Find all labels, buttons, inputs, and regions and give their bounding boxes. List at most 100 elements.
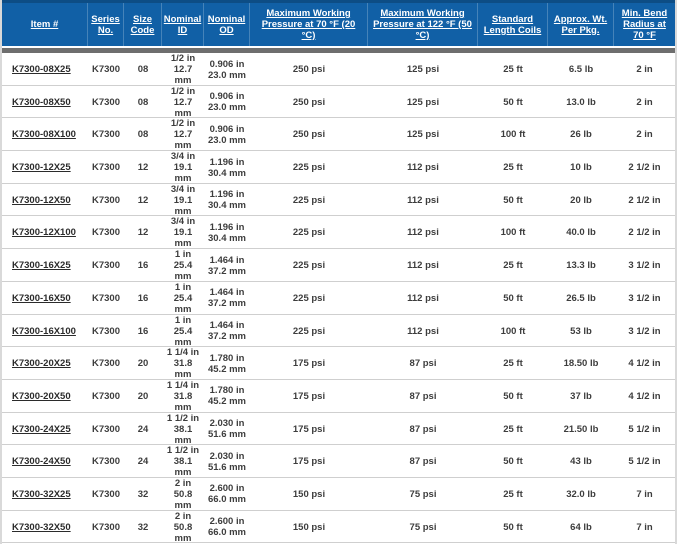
nominal-id-inches: 3/4 in	[170, 183, 196, 195]
nominal-od-mm: 66.0 mm	[207, 527, 247, 539]
nominal-id-inches: 3/4 in	[170, 216, 196, 228]
length-coils-cell: 25 ft	[503, 423, 523, 435]
item-link[interactable]: K7300-16X25	[12, 260, 71, 272]
item-cell: K7300-12X50	[2, 195, 88, 206]
nominal-id-inches: 3/4 in	[170, 151, 196, 163]
length-coils-cell: 50 ft	[503, 194, 523, 206]
table-row: K7300-20X25 K7300 20 1 1/4 in 31.8 mm 1.780 i…	[2, 347, 675, 380]
nominal-id-cell: 1 1/2 in 38.1 mm	[162, 445, 204, 478]
weight-cell: 13.0 lb	[566, 96, 596, 108]
bend-radius-cell: 3 1/2 in	[628, 260, 661, 272]
max-pressure-70f-cell: 225 psi	[292, 292, 326, 304]
item-link[interactable]: K7300-08X100	[12, 129, 76, 141]
item-link[interactable]: K7300-08X50	[12, 96, 71, 108]
nominal-id-cell: 2 in 50.8 mm	[162, 478, 204, 511]
column-header-standard-length-coils[interactable]: Standard Length Coils	[478, 3, 548, 46]
nominal-od-inches: 1.780 in	[209, 352, 245, 364]
nominal-od-inches: 2.600 in	[209, 516, 245, 528]
table-row: K7300-24X25 K7300 24 1 1/2 in 38.1 mm 2.030 i…	[2, 412, 675, 446]
max-pressure-122f-cell: 125 psi	[406, 129, 440, 141]
length-coils-cell: 100 ft	[500, 227, 526, 239]
column-header-item[interactable]: Item #	[2, 3, 88, 46]
size-code-cell: 12	[137, 227, 149, 239]
nominal-id-cell: 1 in 25.4 mm	[162, 315, 204, 348]
nominal-od-inches: 2.030 in	[209, 450, 245, 462]
column-header-max-pressure-70f[interactable]: Maximum Working Pressure at 70 °F (20 °C…	[250, 3, 368, 46]
weight-cell: 10 lb	[570, 162, 592, 174]
nominal-id-inches: 1/2 in	[170, 85, 196, 97]
nominal-od-cell: 1.780 in 45.2 mm	[204, 353, 250, 375]
nominal-id-mm: 25.4 mm	[173, 260, 193, 283]
nominal-id-inches: 1/2 in	[170, 53, 196, 64]
nominal-id-inches: 1 1/2 in	[166, 412, 200, 424]
weight-cell: 18.50 lb	[563, 358, 599, 370]
item-link[interactable]: K7300-32X50	[12, 521, 71, 533]
series-no-cell: K7300	[92, 423, 120, 435]
nominal-id-cell: 1 1/4 in 31.8 mm	[162, 347, 204, 380]
item-link[interactable]: K7300-16X100	[12, 325, 76, 337]
series-no-cell: K7300	[92, 292, 120, 304]
length-coils-cell: 25 ft	[503, 162, 523, 174]
item-link[interactable]: K7300-20X25	[12, 358, 71, 370]
max-pressure-122f-cell: 112 psi	[407, 325, 439, 337]
nominal-od-inches: 1.196 in	[209, 221, 245, 233]
bend-radius-cell: 2 in	[636, 96, 653, 108]
column-header-max-pressure-122f[interactable]: Maximum Working Pressure at 122 °F (50 °…	[368, 3, 478, 46]
nominal-id-mm: 12.7 mm	[173, 96, 193, 119]
item-link[interactable]: K7300-12X25	[12, 162, 71, 174]
max-pressure-70f-cell: 250 psi	[292, 64, 326, 75]
item-cell: K7300-12X100	[2, 227, 88, 238]
item-cell: K7300-16X100	[2, 326, 88, 337]
series-no-cell: K7300	[92, 456, 120, 468]
column-header-nominal-od[interactable]: Nominal OD	[204, 3, 250, 46]
nominal-od-cell: 1.464 in 37.2 mm	[204, 320, 250, 342]
nominal-id-mm: 31.8 mm	[173, 358, 193, 381]
column-header-min-bend-radius[interactable]: Min. Bend Radius at 70 °F	[621, 8, 668, 41]
table-row: K7300-12X50 K7300 12 3/4 in 19.1 mm 1.196 in 3…	[2, 183, 675, 217]
nominal-id-mm: 38.1 mm	[173, 423, 193, 446]
max-pressure-122f-cell: 125 psi	[406, 96, 440, 108]
item-cell: K7300-32X25	[2, 489, 88, 500]
size-code-cell: 16	[137, 260, 149, 272]
length-coils-cell: 25 ft	[503, 260, 523, 272]
nominal-id-inches: 2 in	[174, 510, 192, 522]
max-pressure-70f-cell: 150 psi	[292, 488, 326, 500]
nominal-id-inches: 1/2 in	[170, 118, 196, 130]
nominal-od-cell: 2.600 in 66.0 mm	[204, 483, 250, 505]
nominal-id-mm: 50.8 mm	[173, 521, 193, 544]
item-cell: K7300-16X50	[2, 293, 88, 304]
column-header-nominal-id[interactable]: Nominal ID	[162, 3, 204, 46]
nominal-id-cell: 3/4 in 19.1 mm	[162, 184, 204, 217]
weight-cell: 40.0 lb	[566, 227, 596, 239]
item-cell: K7300-12X25	[2, 162, 88, 173]
nominal-od-cell: 2.030 in 51.6 mm	[204, 451, 250, 473]
item-link[interactable]: K7300-24X50	[12, 456, 71, 468]
item-link[interactable]: K7300-16X50	[12, 292, 71, 304]
max-pressure-70f-cell: 150 psi	[292, 521, 326, 533]
size-code-cell: 08	[137, 129, 149, 141]
series-no-cell: K7300	[92, 390, 120, 402]
nominal-od-cell: 1.780 in 45.2 mm	[204, 385, 250, 407]
header-gap	[2, 46, 675, 48]
item-link[interactable]: K7300-20X50	[12, 390, 71, 402]
item-cell: K7300-08X50	[2, 97, 88, 108]
column-header-approx-weight[interactable]: Approx. Wt. Per Pkg.	[548, 3, 614, 46]
series-no-cell: K7300	[92, 129, 120, 141]
item-link[interactable]: K7300-32X25	[12, 488, 71, 500]
length-coils-cell: 50 ft	[503, 521, 523, 533]
item-link[interactable]: K7300-24X25	[12, 423, 71, 435]
item-link[interactable]: K7300-08X25	[12, 64, 71, 75]
item-link[interactable]: K7300-12X100	[12, 227, 76, 239]
nominal-id-cell: 1 in 25.4 mm	[162, 282, 204, 315]
item-link[interactable]: K7300-12X50	[12, 194, 71, 206]
nominal-od-cell: 2.600 in 66.0 mm	[204, 516, 250, 538]
column-header-size-code[interactable]: Size Code	[124, 3, 162, 46]
nominal-id-cell: 1/2 in 12.7 mm	[162, 53, 204, 86]
nominal-id-cell: 3/4 in 19.1 mm	[162, 151, 204, 184]
table-row: K7300-08X50 K7300 08 1/2 in 12.7 mm 0.906 in 2…	[2, 85, 675, 119]
max-pressure-122f-cell: 125 psi	[406, 64, 440, 75]
max-pressure-122f-cell: 75 psi	[409, 488, 437, 500]
column-header-series-no[interactable]: Series No.	[88, 3, 124, 46]
length-coils-cell: 25 ft	[503, 64, 523, 75]
series-no-cell: K7300	[92, 488, 120, 500]
